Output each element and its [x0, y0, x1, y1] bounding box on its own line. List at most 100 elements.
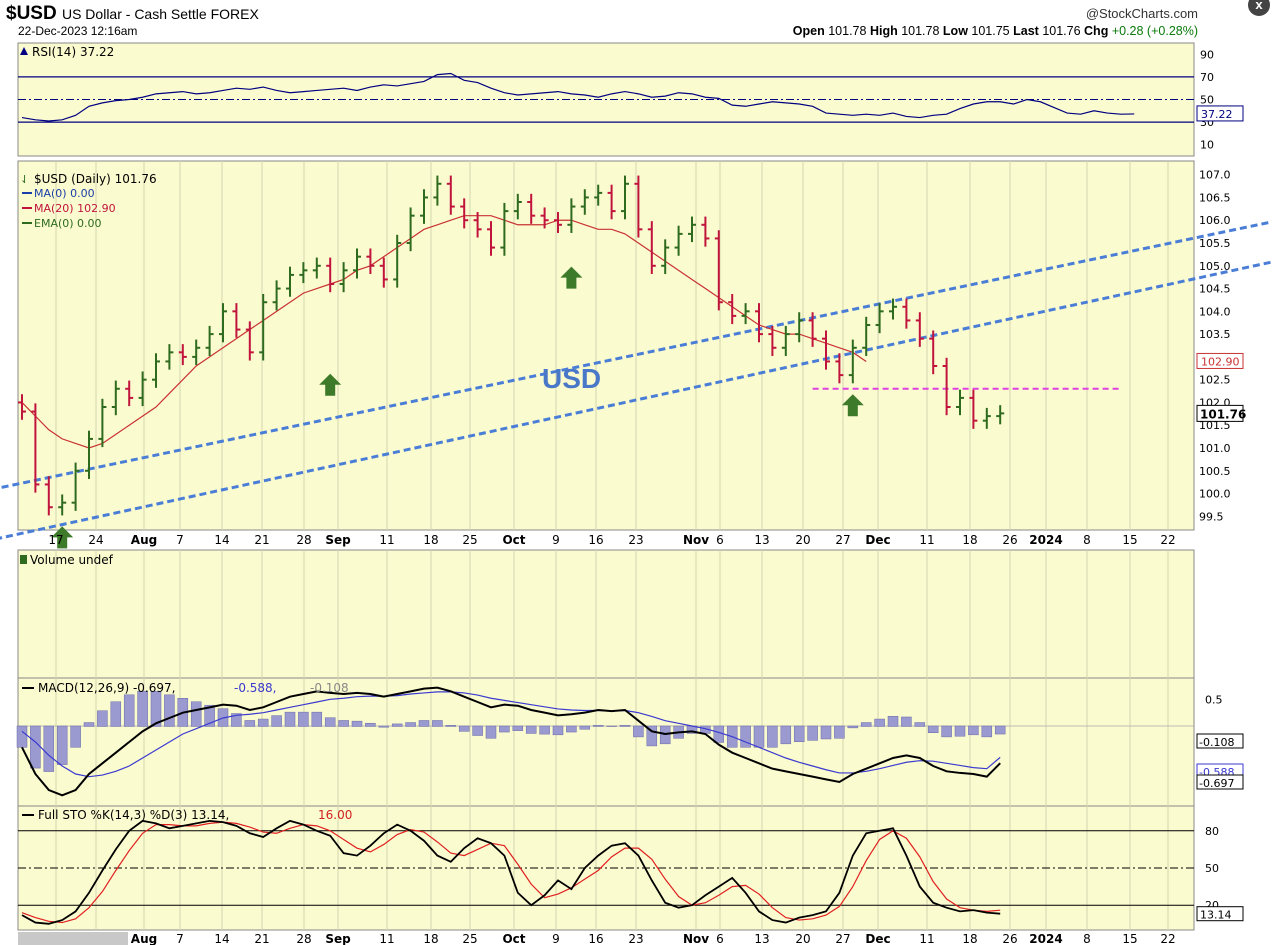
macd-hist-bar	[137, 691, 148, 727]
price-bar	[594, 184, 603, 206]
x-tick-label: 2024	[1029, 932, 1062, 945]
x-tick-label: 18	[962, 932, 977, 945]
x-tick-label: 6	[716, 932, 724, 945]
ma20-legend: MA(20) 102.90	[34, 202, 116, 215]
price-bar	[487, 221, 495, 256]
price-bar	[982, 407, 991, 429]
macd-signal-line	[21, 691, 1001, 778]
x-tick-label: 8	[1083, 533, 1091, 547]
price-y-tick: 99.5	[1199, 510, 1224, 523]
price-bar	[433, 175, 442, 206]
macd-signal-legend: -0.588,	[234, 681, 277, 695]
price-bar	[420, 189, 428, 224]
sto-legend: Full STO %K(14,3) %D(3) 13.14,	[38, 808, 229, 822]
rsi-y-tick: 90	[1200, 48, 1214, 61]
macd-hist-bar	[298, 711, 309, 727]
rsi-last-label: 37.22	[1201, 108, 1233, 121]
price-last-label: 101.76	[1200, 407, 1246, 421]
x-tick-label: 20	[795, 533, 810, 547]
price-bar	[473, 212, 482, 238]
x-tick-label: 28	[296, 932, 311, 945]
price-bar	[18, 394, 26, 420]
x-tick-label: 11	[919, 533, 934, 547]
x-tick-label: 8	[1083, 932, 1091, 945]
x-tick-label: 15	[1122, 932, 1137, 945]
x-tick-label: 21	[254, 932, 269, 945]
price-bar	[647, 221, 656, 274]
macd-hist-bar	[539, 725, 550, 735]
rsi-legend: RSI(14) 37.22	[32, 45, 114, 59]
x-tick-label: 26	[1002, 932, 1017, 945]
price-bar	[513, 193, 522, 220]
price-bar	[540, 207, 549, 229]
close-button[interactable]: x	[1248, 0, 1270, 16]
price-bar	[353, 248, 361, 279]
macd-hist-bar	[378, 725, 390, 728]
x-tick-label: 21	[254, 533, 269, 547]
x-tick-label: 27	[835, 533, 850, 547]
price-bar	[875, 303, 884, 334]
price-bar	[942, 357, 951, 416]
price-bar	[621, 175, 629, 220]
macd-hist-bar	[365, 722, 376, 727]
x-tick-label: 27	[835, 932, 850, 945]
macd-hist-bar	[56, 725, 68, 765]
price-bar	[138, 371, 147, 407]
price-bar	[85, 430, 93, 479]
price-bar	[312, 257, 321, 279]
x-tick-label: 22	[1160, 932, 1175, 945]
price-y-tick: 105.0	[1199, 260, 1231, 273]
sto-y-tick: 80	[1205, 825, 1219, 838]
up-arrow-icon	[51, 526, 74, 549]
price-bar	[446, 175, 455, 215]
x-tick-label: 7	[176, 533, 184, 547]
macd-legend: MACD(12,26,9) -0.697,	[38, 681, 175, 695]
macd-hist-bar	[753, 725, 765, 748]
x-tick-label: 22	[1160, 533, 1175, 547]
price-bar	[607, 184, 616, 220]
price-bar	[889, 298, 897, 320]
x-tick-label: 24	[88, 533, 103, 547]
macd-hist-bar	[190, 701, 202, 727]
up-arrow-icon	[319, 373, 342, 396]
x-tick-label: Dec	[865, 932, 890, 945]
price-bar	[98, 398, 107, 448]
macd-hist-bar	[914, 722, 926, 727]
macd-hist-bar	[351, 720, 363, 727]
sto-d-legend: 16.00	[318, 808, 352, 822]
price-bar	[165, 344, 174, 370]
macd-hist-bar	[485, 725, 497, 739]
macd-hist-bar	[793, 725, 805, 743]
x-tick-label: 7	[176, 932, 184, 945]
price-bar	[996, 405, 1005, 425]
macd-hist-legend: -0.108	[310, 681, 349, 695]
rsi-y-tick: 10	[1200, 139, 1214, 152]
x-tick-label: 28	[296, 533, 311, 547]
price-bar	[259, 294, 268, 361]
price-bar	[71, 462, 80, 511]
price-y-tick: 104.0	[1199, 305, 1231, 318]
macd-hist-bar	[579, 725, 591, 730]
x-tick-label: 13	[754, 533, 769, 547]
macd-hist-bar	[592, 725, 604, 727]
macd-value-box	[1196, 733, 1244, 749]
rsi-y-tick: 50	[1200, 94, 1214, 107]
price-bar	[219, 303, 227, 343]
ma20-line	[21, 215, 867, 449]
up-arrow-icon	[841, 394, 864, 417]
macd-hist-bar	[499, 725, 510, 733]
price-bar	[245, 321, 254, 361]
x-tick-label: 18	[962, 533, 977, 547]
macd-hist-bar	[820, 725, 832, 740]
price-legend-title: $USD (Daily) 101.76	[34, 172, 157, 186]
rsi-legend-icon	[20, 47, 28, 55]
x-tick-label: Nov	[683, 932, 709, 945]
macd-hist-bar	[927, 725, 939, 733]
price-y-tick: 102.5	[1199, 374, 1231, 387]
x-tick-label: 15	[1122, 533, 1137, 547]
macd-hist-bar	[713, 725, 725, 743]
price-bar	[500, 202, 509, 256]
price-bar	[634, 175, 643, 238]
price-y-tick: 104.5	[1199, 283, 1231, 296]
x-tick-label: 17	[48, 533, 63, 547]
